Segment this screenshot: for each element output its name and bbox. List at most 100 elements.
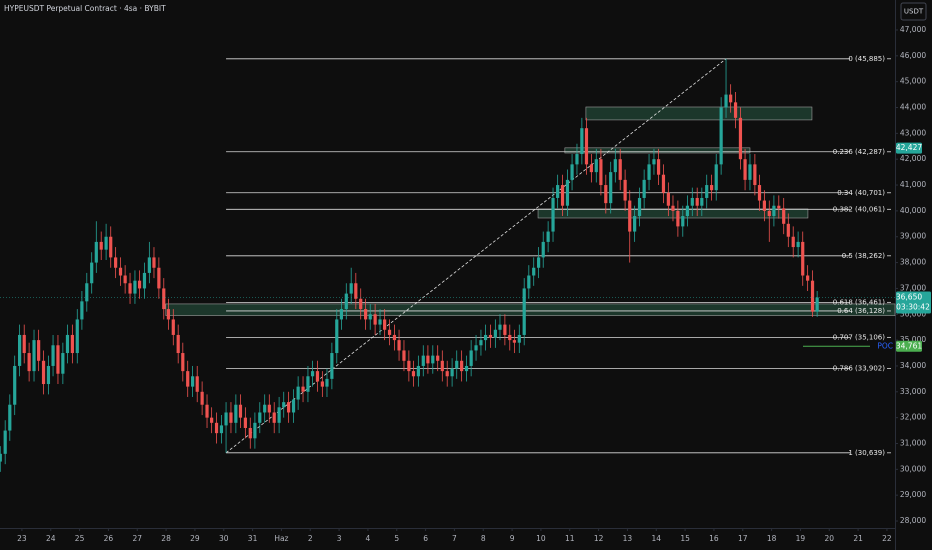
x-tick-label: 11 (565, 534, 575, 543)
x-tick-label: 10 (536, 534, 546, 543)
candle-body (41, 360, 46, 385)
candle-body (13, 365, 17, 405)
candle-body (426, 355, 430, 364)
candle-body (123, 275, 127, 284)
x-tick-label: 24 (46, 534, 56, 543)
currency-button[interactable] (900, 2, 927, 21)
zone (585, 106, 813, 121)
candle-body (32, 340, 36, 372)
x-tick-label: 28 (161, 534, 171, 543)
axes: 28,000 29,000 30,000 31,000 32,000 33,000 34,0… (0, 25, 931, 543)
candle-body (162, 288, 166, 310)
candle-body (522, 288, 526, 335)
candle-body (796, 241, 800, 248)
fib-label: 0.64 (36,128) (837, 307, 885, 315)
candle-body (330, 353, 334, 379)
fib-label: 0 (45,885) (848, 55, 885, 63)
candle-body (551, 197, 555, 232)
candle-body (512, 340, 516, 343)
y-tick-label: 33,000 (900, 387, 926, 396)
currency-label[interactable]: USDT (904, 8, 924, 16)
candle-body (0, 453, 2, 462)
candle-body (85, 283, 89, 302)
y-tick-label: 43,000 (900, 128, 926, 137)
candle-body (815, 297, 819, 312)
candle-body (411, 371, 416, 377)
candle-body (517, 334, 521, 343)
candle-body (142, 272, 147, 289)
candle-body (392, 334, 397, 341)
candle-body (772, 205, 776, 217)
candle-body (378, 319, 382, 325)
x-tick-label: 6 (423, 534, 428, 543)
candle-body (339, 309, 343, 320)
candle-body (152, 257, 156, 268)
y-tick-label: 40,000 (900, 206, 926, 215)
candle-body (94, 241, 98, 263)
candle-body (493, 329, 497, 338)
candle-body (421, 355, 425, 366)
fib-label: 1 (30,639) (848, 449, 885, 457)
y-tick-label: 42,000 (900, 154, 926, 163)
x-tick-label: 7 (452, 534, 457, 543)
fib-label: 0.5 (38,262) (842, 252, 886, 260)
x-tick-label: 12 (594, 534, 604, 543)
candle-body (214, 422, 219, 434)
x-tick-label: 22 (882, 534, 892, 543)
candle-body (440, 360, 444, 372)
candle-body (661, 174, 666, 193)
candle-body (349, 283, 353, 294)
y-tick-label: 32,000 (900, 413, 926, 422)
candle-body (498, 324, 502, 330)
candle-body (128, 283, 132, 294)
candle-body (546, 231, 550, 242)
candle-body (729, 94, 733, 103)
x-tick-label: 2 (308, 534, 313, 543)
candle-body (22, 334, 26, 354)
candle-body (560, 185, 565, 206)
candle-body (368, 314, 372, 320)
candle-body (133, 280, 137, 294)
candle-body (733, 102, 738, 118)
candle-body (65, 334, 70, 354)
poc-box (896, 340, 922, 352)
candle-body (777, 205, 781, 209)
candle-body (61, 353, 65, 374)
candle-body (263, 404, 267, 413)
candle-body (315, 371, 320, 382)
candle-body (743, 159, 747, 180)
x-tick-label: 31 (248, 534, 258, 543)
candle-body (748, 164, 752, 180)
candle-body (710, 185, 714, 191)
candle-body (195, 376, 199, 392)
candle-body (757, 185, 762, 201)
candle-body (460, 360, 464, 372)
x-tick-label: 17 (738, 534, 748, 543)
candle-body (705, 185, 709, 198)
candle-body (762, 200, 766, 211)
candle-body (344, 293, 348, 310)
fib-label: 0.34 (40,701) (837, 189, 885, 197)
candle-body (186, 371, 190, 387)
x-tick-label: 20 (824, 534, 834, 543)
candle-body (609, 172, 613, 204)
candle-body (253, 422, 257, 439)
zone (165, 303, 896, 316)
candle-body (364, 309, 368, 320)
candle-body (786, 223, 790, 237)
price-marker-box (896, 142, 922, 154)
candle-body (114, 257, 118, 268)
candle-body (589, 164, 593, 173)
x-tick-label: 13 (623, 534, 633, 543)
fib-label: 0.707 (35,106) (833, 333, 885, 341)
fib-label: 0.236 (42,287) (833, 148, 885, 156)
candle-body (690, 197, 694, 206)
candle-body (387, 329, 392, 335)
y-tick-label: 38,000 (900, 258, 926, 267)
x-tick-label: 16 (709, 534, 719, 543)
candle-body (176, 334, 180, 354)
candle-body (537, 257, 541, 268)
y-tick-label: 36,000 (900, 309, 926, 318)
poc-name: POC (877, 341, 893, 350)
y-tick-label: 44,000 (900, 103, 926, 112)
